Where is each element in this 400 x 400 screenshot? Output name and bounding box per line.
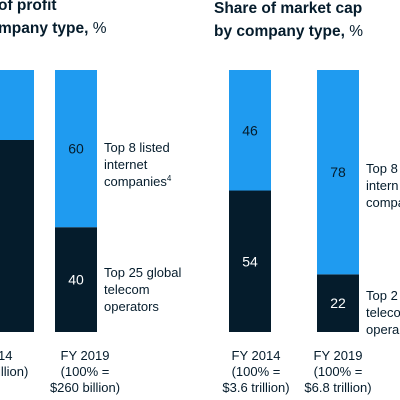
bar-segment-telecom-0-1 (55, 227, 97, 332)
left-footer-fy2014: 14 illion) (0, 348, 29, 379)
left-title-line1: of profit (0, 0, 57, 14)
left-title-line2: mpany type, % (0, 20, 107, 37)
data-label-0-1-1: 60 (68, 141, 84, 157)
data-label-1-1-0: 22 (330, 295, 346, 311)
bar-segment-internet-cropped (0, 70, 34, 140)
data-label-1-0-0: 54 (242, 253, 258, 269)
left-series-label-telecom: Top 25 global telecom operators (104, 265, 182, 314)
bar-segment-telecom-1-0 (229, 190, 271, 332)
right-series-label-internet: Top 8 intern compa (366, 161, 400, 210)
left-footer-fy2019: FY 2019 (100% = $260 billion) (49, 348, 121, 395)
bar-segment-internet-0-1 (55, 70, 97, 228)
left-chart-title: of profit mpany type, % (0, 0, 107, 40)
data-label-1-1-1: 78 (330, 164, 346, 180)
right-series-label-telecom: Top 2 teleco opera (366, 288, 400, 337)
data-label-1-0-1: 46 (242, 122, 258, 138)
left-series-label-internet: Top 8 listed internet companies4 (104, 140, 172, 189)
footnote-marker: 4 (166, 174, 172, 183)
right-chart-title: Share of market cap by company type, % (214, 0, 363, 43)
right-footer-fy2014: FY 2014 (100% = $3.6 trillion) (222, 348, 290, 395)
right-title-line1: Share of market cap (214, 0, 363, 17)
right-title-line2: by company type, % (214, 23, 364, 40)
right-footer-fy2019: FY 2019 (100% = $6.8 trillion) (304, 348, 372, 395)
bar-segment-telecom-1-1 (317, 274, 359, 332)
data-label-0-1-0: 40 (68, 272, 84, 288)
bar-segment-internet-1-1 (317, 70, 359, 275)
bar-segment-internet-1-0 (229, 70, 271, 191)
